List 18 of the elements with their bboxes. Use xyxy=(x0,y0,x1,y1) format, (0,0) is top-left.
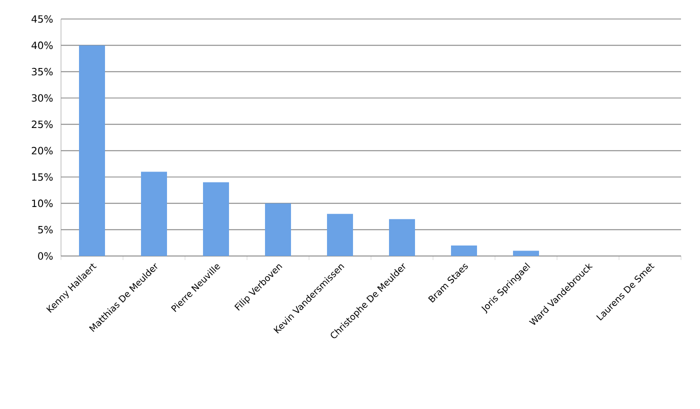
bar xyxy=(203,182,230,256)
y-tick-label: 25% xyxy=(32,120,53,128)
bar xyxy=(389,219,416,256)
bar xyxy=(79,45,106,256)
y-tick-label: 30% xyxy=(32,94,53,102)
y-tick-label: 20% xyxy=(32,146,53,154)
y-tick-label: 10% xyxy=(32,200,53,208)
bar xyxy=(451,245,478,256)
bar xyxy=(265,203,292,256)
y-tick-label: 0% xyxy=(38,252,53,260)
y-tick-label: 40% xyxy=(32,42,53,50)
y-tick-label: 45% xyxy=(32,15,53,23)
y-tick-label: 5% xyxy=(38,226,53,234)
bar xyxy=(513,250,540,256)
bar xyxy=(141,172,168,256)
bar xyxy=(327,214,354,256)
y-tick-label: 15% xyxy=(32,173,53,181)
y-tick-label: 35% xyxy=(32,68,53,76)
